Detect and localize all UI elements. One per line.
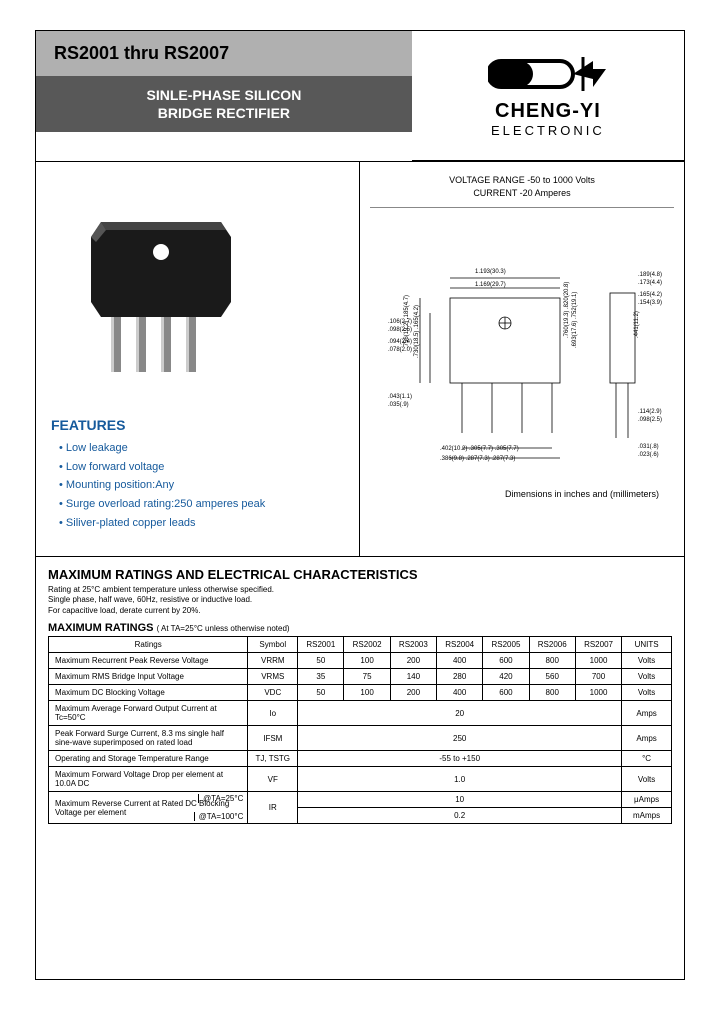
company-name: CHENG-YI — [495, 100, 601, 123]
table-row: Maximum Average Forward Output Current a… — [49, 701, 672, 726]
svg-text:.189(4.8): .189(4.8) — [638, 272, 662, 278]
dimension-drawing: 1.193(30.3) 1.169(29.7) .189(4.8) .173(4… — [370, 207, 674, 507]
svg-text:.165(4.2): .165(4.2) — [638, 292, 662, 298]
svg-text:1.193(30.3): 1.193(30.3) — [475, 269, 506, 275]
product-panel: FEATURES Low leakage Low forward voltage… — [36, 162, 360, 556]
product-title: RS2001 thru RS2007 — [36, 31, 412, 76]
voltage-range-text: VOLTAGE RANGE -50 to 1000 Volts CURRENT … — [370, 174, 674, 199]
ratings-section: MAXIMUM RATINGS AND ELECTRICAL CHARACTER… — [36, 556, 684, 834]
product-subtitle: SINLE-PHASE SILICON BRIDGE RECTIFIER — [36, 76, 412, 132]
svg-text:.693(17.6) .752(19.1): .693(17.6) .752(19.1) — [572, 292, 578, 348]
product-image-icon — [71, 192, 251, 392]
mid-section: FEATURES Low leakage Low forward voltage… — [36, 161, 684, 556]
package-outline-icon: 1.193(30.3) 1.169(29.7) .189(4.8) .173(4… — [380, 238, 680, 508]
svg-text:1.169(29.7): 1.169(29.7) — [475, 282, 506, 288]
datasheet-page: RS2001 thru RS2007 SINLE-PHASE SILICON B… — [35, 30, 685, 980]
company-subtitle: ELECTRONIC — [491, 123, 605, 138]
company-logo-icon — [488, 53, 608, 95]
ratings-table: Ratings Symbol RS2001 RS2002 RS2003 RS20… — [48, 636, 672, 824]
table-row: Maximum Recurrent Peak Reverse Voltage V… — [49, 653, 672, 669]
svg-text:.098(2.5): .098(2.5) — [638, 417, 662, 423]
table-row: Maximum Forward Voltage Drop per element… — [49, 767, 672, 792]
ratings-subtitle: MAXIMUM RATINGS ( At TA=25°C unless othe… — [48, 622, 672, 634]
features-heading: FEATURES — [51, 417, 344, 433]
features-list: Low leakage Low forward voltage Mounting… — [51, 439, 344, 532]
table-row: Maximum DC Blocking Voltage VDC 50 100 2… — [49, 685, 672, 701]
svg-text:.402(10.2) .305(7.7) .305(7.7): .402(10.2) .305(7.7) .305(7.7) — [440, 446, 519, 452]
feature-item: Siliver-plated copper leads — [59, 514, 344, 533]
table-row: Peak Forward Surge Current, 8.3 ms singl… — [49, 726, 672, 751]
svg-text:.031(.8): .031(.8) — [638, 444, 659, 450]
ratings-title: MAXIMUM RATINGS AND ELECTRICAL CHARACTER… — [48, 567, 672, 582]
svg-text:.760(19.3) .820(20.8): .760(19.3) .820(20.8) — [564, 282, 570, 338]
svg-text:.114(2.9): .114(2.9) — [638, 409, 662, 415]
dimension-units-note: Dimensions in inches and (millimeters) — [505, 489, 659, 499]
svg-text:.043(1.1): .043(1.1) — [388, 394, 412, 400]
table-row: Maximum Reverse Current at Rated DC Bloc… — [49, 792, 672, 808]
feature-item: Mounting position:Any — [59, 476, 344, 495]
svg-text:.730(18.5) .165(4.2): .730(18.5) .165(4.2) — [414, 305, 420, 358]
ratings-notes: Rating at 25°C ambient temperature unles… — [48, 585, 672, 616]
feature-item: Low forward voltage — [59, 458, 344, 477]
svg-text:.441(11.2): .441(11.2) — [634, 311, 640, 338]
table-row: Operating and Storage Temperature Range … — [49, 751, 672, 767]
feature-item: Low leakage — [59, 439, 344, 458]
header: RS2001 thru RS2007 SINLE-PHASE SILICON B… — [36, 31, 684, 161]
svg-text:.756(19.2) .185(4.7): .756(19.2) .185(4.7) — [404, 295, 410, 348]
svg-text:.386(9.8) .287(7.3) .287(7.3): .386(9.8) .287(7.3) .287(7.3) — [440, 456, 515, 462]
svg-text:.035(.9): .035(.9) — [388, 402, 409, 408]
svg-text:.154(3.9): .154(3.9) — [638, 300, 662, 306]
dimensions-panel: VOLTAGE RANGE -50 to 1000 Volts CURRENT … — [360, 162, 684, 556]
header-left: RS2001 thru RS2007 SINLE-PHASE SILICON B… — [36, 31, 412, 161]
table-row: Maximum RMS Bridge Input Voltage VRMS 35… — [49, 669, 672, 685]
table-header-row: Ratings Symbol RS2001 RS2002 RS2003 RS20… — [49, 637, 672, 653]
header-right: CHENG-YI ELECTRONIC — [412, 31, 684, 161]
feature-item: Surge overload rating:250 amperes peak — [59, 495, 344, 514]
svg-text:.173(4.4): .173(4.4) — [638, 280, 662, 286]
svg-text:.023(.6): .023(.6) — [638, 452, 659, 458]
